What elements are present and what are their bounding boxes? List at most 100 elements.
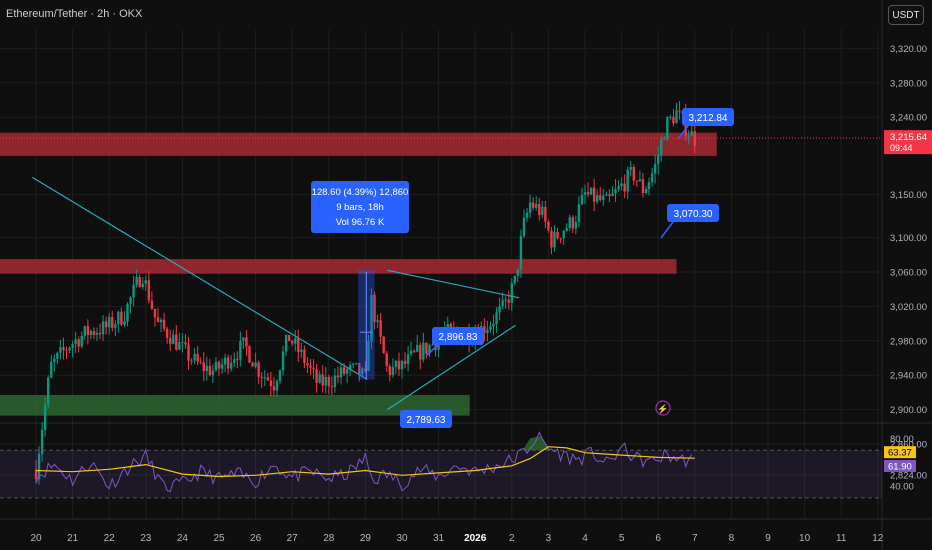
candle-body xyxy=(339,367,343,378)
candle-body xyxy=(687,135,690,137)
candle-body xyxy=(297,338,300,353)
support-zone xyxy=(0,394,470,416)
lightning-icon[interactable] xyxy=(655,400,671,416)
candle-body xyxy=(190,360,193,362)
candle-body xyxy=(370,294,373,342)
candle-body xyxy=(406,354,410,364)
candle-body xyxy=(538,204,541,216)
candle-body xyxy=(400,360,404,370)
candle-body xyxy=(254,362,257,367)
trendline[interactable] xyxy=(32,176,368,381)
candle-body xyxy=(196,353,199,362)
candle-body xyxy=(230,362,233,369)
candle-body xyxy=(226,357,230,369)
candle-body xyxy=(223,357,227,365)
candle-body xyxy=(315,369,318,383)
candle-body xyxy=(650,173,654,183)
candle-body xyxy=(385,353,388,367)
measure-tool[interactable]: 128.60 (4.39%) 12,860 9 bars, 18h Vol 96.7… xyxy=(311,181,409,380)
candle-body xyxy=(220,364,224,369)
trendlines[interactable] xyxy=(32,176,520,411)
measure-text: 128.60 (4.39%) 12,860 xyxy=(312,187,409,198)
candle-body xyxy=(138,277,141,287)
price-axis[interactable]: 3,320.00 3,280.00 3,240.00 3,150.00 3,100.00… xyxy=(884,44,932,493)
candle-body xyxy=(672,116,675,124)
measure-box[interactable] xyxy=(311,181,409,233)
candle-body xyxy=(620,183,623,187)
candle-body xyxy=(211,370,215,375)
candle-body xyxy=(327,376,330,387)
candle-body xyxy=(56,352,59,359)
time-tick-label: 7 xyxy=(692,533,698,544)
candle-body xyxy=(614,189,617,194)
candle-body xyxy=(77,339,80,347)
candle-body xyxy=(178,342,181,350)
candle-body xyxy=(638,179,642,182)
candle-body xyxy=(550,230,553,248)
callout-box xyxy=(667,204,719,222)
candle-body xyxy=(541,206,544,216)
rsi-value-text: 63.37 xyxy=(888,448,912,459)
candle-body xyxy=(348,364,352,370)
candle-body xyxy=(193,353,196,361)
trendline[interactable] xyxy=(387,269,520,299)
candle-body xyxy=(236,359,239,361)
time-tick-label: 5 xyxy=(619,533,625,544)
candle-body xyxy=(428,345,431,354)
candle-body xyxy=(379,320,382,337)
candle-body xyxy=(611,193,614,196)
candle-body xyxy=(175,334,178,350)
candle-body xyxy=(83,326,86,336)
candle-body xyxy=(635,180,639,182)
time-tick-label: 10 xyxy=(799,533,811,544)
candle-body xyxy=(376,320,379,323)
candle-body xyxy=(257,362,260,377)
candle-body xyxy=(449,323,452,328)
candle-body xyxy=(40,430,44,454)
candle-body xyxy=(239,341,242,360)
currency-unit-button[interactable]: USDT xyxy=(888,5,924,25)
time-tick-label: 24 xyxy=(177,533,189,544)
rsi-overbought-fill xyxy=(522,436,551,451)
candle-body xyxy=(419,344,422,360)
time-tick-label: 26 xyxy=(250,533,262,544)
rsi-line xyxy=(35,431,693,493)
time-tick-label: 3 xyxy=(546,533,552,544)
candle-body xyxy=(657,155,660,165)
candle-body xyxy=(599,195,602,200)
candle-body xyxy=(660,139,663,156)
price-tick-label: 3,320.00 xyxy=(890,44,927,55)
time-axis[interactable]: 20 21 22 23 24 25 26 27 28 29 30 31 2026 2 3 4 5 6 7 8 9 10 11… xyxy=(30,533,883,544)
candle-body xyxy=(153,308,157,318)
rsi-value-text: 61.90 xyxy=(888,461,912,472)
time-tick-label: 25 xyxy=(213,533,225,544)
callout-text: 2,896.83 xyxy=(439,332,478,343)
candle-body xyxy=(260,376,263,378)
candle-body xyxy=(501,299,504,307)
candle-body xyxy=(251,362,254,367)
candle-body xyxy=(68,347,71,351)
candle-body xyxy=(117,311,120,325)
candle-body xyxy=(111,317,114,328)
time-tick-label: 31 xyxy=(433,533,445,544)
candle-body xyxy=(89,331,93,336)
rsi-tick-label: 40.00 xyxy=(890,482,914,493)
candle-body xyxy=(492,323,495,327)
candle-body xyxy=(373,294,376,323)
candle-body xyxy=(403,360,407,364)
candle-body xyxy=(162,319,166,329)
candle-body xyxy=(144,280,147,284)
candle-body xyxy=(592,187,596,202)
candle-body xyxy=(489,326,492,330)
price-tick-label: 2,824.00 xyxy=(890,470,927,481)
measure-text: 9 bars, 18h xyxy=(336,202,384,213)
time-tick-label: 12 xyxy=(872,533,884,544)
callout-pointer xyxy=(426,344,439,356)
trendline[interactable] xyxy=(387,324,516,411)
candle-body xyxy=(663,139,666,141)
time-tick-label: 28 xyxy=(323,533,335,544)
time-tick-label: 6 xyxy=(655,533,661,544)
time-tick-label: 20 xyxy=(30,533,42,544)
candle-body xyxy=(281,351,285,371)
